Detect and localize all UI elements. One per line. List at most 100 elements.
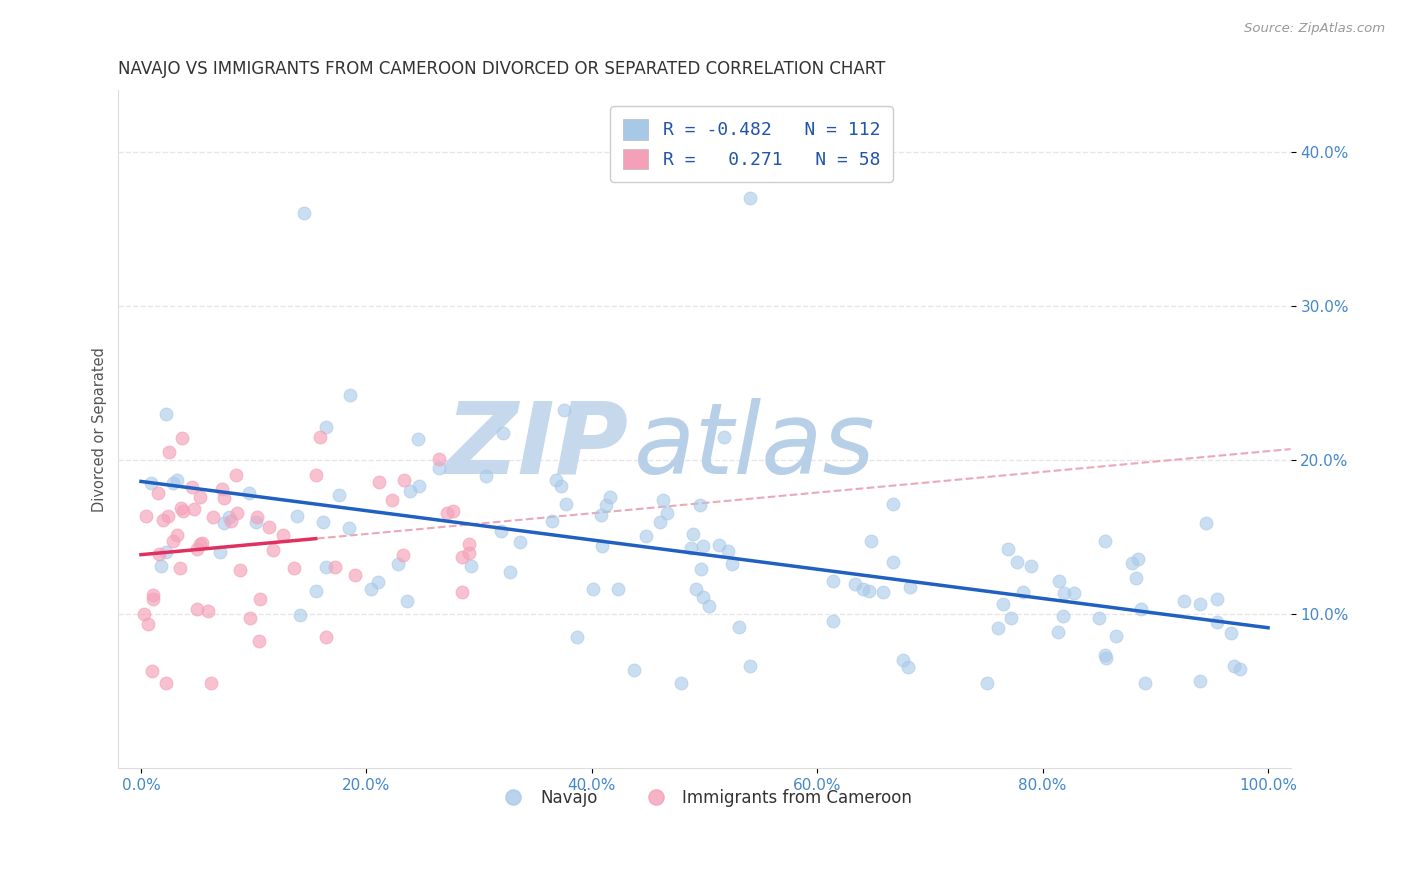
Point (155, 408, 177, 422)
Point (190, 536, 212, 550)
Point (139, 476, 162, 491)
Point (690, 562, 713, 576)
Point (1052, 586, 1074, 600)
Text: Source: ZipAtlas.com: Source: ZipAtlas.com (1244, 22, 1385, 36)
Point (337, 521, 360, 535)
Point (225, 468, 247, 483)
Point (491, 524, 513, 538)
Point (188, 491, 211, 505)
Point (218, 509, 240, 524)
Text: atlas: atlas (634, 398, 876, 494)
Point (169, 561, 191, 575)
Point (1129, 602, 1152, 616)
Point (1047, 624, 1070, 639)
Point (141, 664, 163, 678)
Point (392, 473, 415, 487)
Point (1088, 611, 1111, 625)
Point (460, 558, 482, 573)
Point (328, 488, 350, 502)
Point (987, 621, 1010, 635)
Point (288, 607, 311, 622)
Point (172, 430, 194, 444)
Point (1189, 597, 1212, 611)
Point (396, 594, 419, 608)
Point (599, 491, 621, 505)
Point (475, 469, 498, 483)
Point (669, 676, 692, 690)
Point (197, 604, 219, 618)
Point (1012, 585, 1035, 599)
Point (157, 508, 180, 523)
Point (1135, 676, 1157, 690)
Point (201, 509, 224, 524)
Point (997, 542, 1019, 557)
Point (1125, 571, 1147, 585)
Point (387, 558, 409, 572)
Point (595, 498, 617, 512)
Text: ZIP: ZIP (446, 398, 628, 494)
Point (312, 515, 335, 529)
Point (738, 658, 761, 673)
Point (208, 545, 231, 559)
Point (852, 582, 875, 596)
Point (1019, 559, 1042, 574)
Point (1173, 594, 1195, 608)
Point (148, 486, 170, 500)
Point (360, 582, 382, 596)
Point (898, 580, 921, 594)
Point (1094, 648, 1116, 662)
Point (162, 476, 184, 491)
Point (1095, 650, 1118, 665)
Point (427, 460, 450, 475)
Point (707, 538, 730, 552)
Point (214, 491, 236, 505)
Point (860, 534, 883, 549)
Point (172, 504, 194, 518)
Legend: Navajo, Immigrants from Cameroon: Navajo, Immigrants from Cameroon (491, 782, 920, 814)
Point (492, 426, 515, 441)
Point (367, 475, 389, 489)
Point (692, 539, 714, 553)
Point (315, 630, 337, 644)
Point (441, 504, 464, 518)
Point (821, 574, 844, 588)
Point (897, 659, 920, 673)
Point (451, 585, 474, 599)
Y-axis label: Divorced or Separated: Divorced or Separated (93, 347, 107, 511)
Point (976, 676, 998, 690)
Point (823, 614, 845, 628)
Point (681, 541, 703, 555)
Point (589, 508, 612, 522)
Point (1094, 534, 1116, 549)
Point (315, 420, 337, 434)
Point (262, 543, 284, 558)
Point (408, 479, 430, 493)
Point (226, 506, 249, 520)
Point (149, 559, 172, 574)
Point (214, 516, 236, 531)
Point (323, 560, 346, 574)
Point (717, 544, 740, 558)
Point (1126, 552, 1149, 566)
Point (682, 527, 704, 541)
Point (1195, 516, 1218, 530)
Point (166, 474, 188, 488)
Point (249, 592, 271, 607)
Point (142, 592, 165, 607)
Point (211, 483, 233, 497)
Point (134, 607, 156, 621)
Point (271, 528, 294, 542)
Point (186, 602, 208, 616)
Point (180, 479, 202, 493)
Point (721, 557, 744, 571)
Point (872, 585, 894, 599)
Point (135, 508, 157, 523)
Point (1052, 609, 1074, 624)
Point (991, 598, 1014, 612)
Point (544, 473, 567, 487)
Point (221, 514, 243, 528)
Point (157, 445, 180, 459)
Point (285, 508, 308, 523)
Point (554, 497, 576, 511)
Point (367, 574, 389, 589)
